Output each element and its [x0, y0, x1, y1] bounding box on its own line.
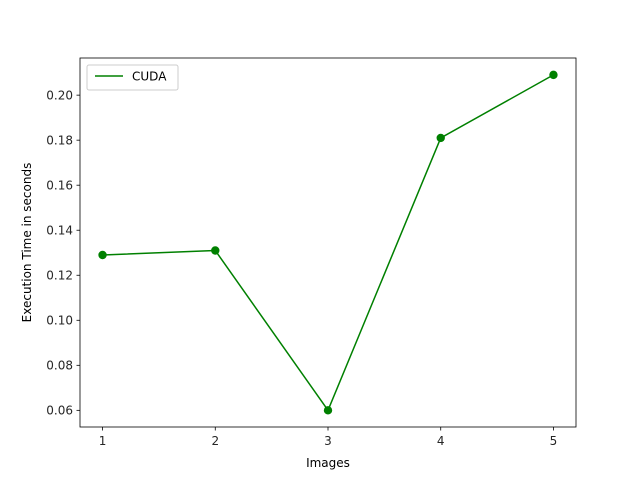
x-tick-label: 2	[211, 434, 219, 448]
y-tick-label: 0.06	[46, 404, 73, 418]
series-layer	[98, 70, 558, 415]
y-tick-label: 0.16	[46, 178, 73, 192]
x-tick-label: 1	[99, 434, 107, 448]
legend-box	[86, 64, 179, 91]
plot-frame	[79, 57, 577, 428]
data-point	[549, 70, 558, 80]
ticks-layer: 1 2 3 4 5 0.06 0.08 0.10 0.12 0.14 0.16 0.18 0.20	[46, 88, 557, 448]
x-tick-label: 5	[550, 434, 558, 448]
y-tick-label: 0.18	[46, 133, 73, 147]
data-point	[323, 406, 333, 415]
x-tick-label: 4	[437, 434, 445, 448]
y-tick-label: 0.14	[46, 223, 73, 237]
y-axis-label: Execution Time in seconds	[20, 163, 34, 323]
legend-label-cuda: CUDA	[132, 70, 167, 84]
data-point	[98, 250, 107, 260]
data-point	[211, 246, 220, 255]
data-point	[436, 133, 445, 143]
y-tick-label: 0.08	[46, 359, 73, 373]
x-tick-label: 3	[324, 434, 332, 448]
legend: CUDA	[86, 64, 179, 91]
x-axis-label: Images	[306, 456, 350, 470]
y-tick-label: 0.10	[46, 313, 73, 327]
y-tick-label: 0.20	[46, 88, 73, 102]
y-tick-label: 0.12	[46, 268, 73, 282]
